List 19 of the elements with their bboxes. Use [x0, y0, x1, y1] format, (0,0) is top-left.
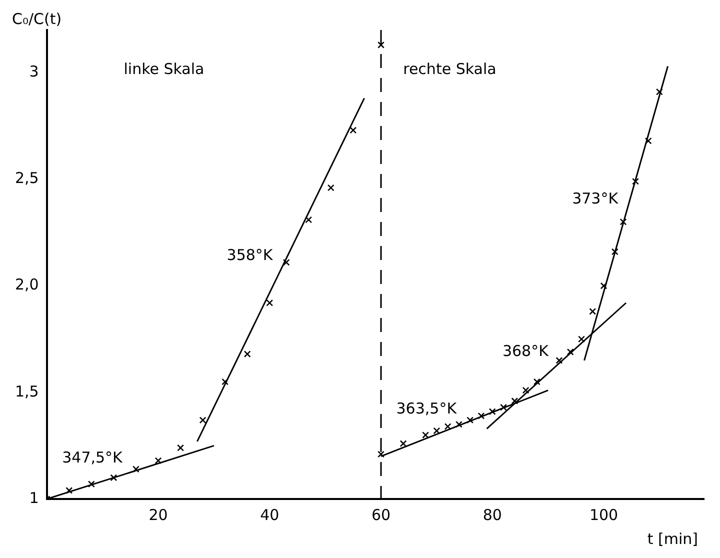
- y-tick-label: 1: [29, 488, 39, 507]
- series-label: 358°K: [226, 246, 274, 264]
- x-tick-label: 40: [260, 506, 280, 524]
- series-label: 373°K: [572, 190, 620, 208]
- y-tick-label: 3: [29, 62, 39, 81]
- series-label: 368°K: [502, 342, 550, 360]
- annotation: linke Skala: [124, 60, 204, 78]
- series-label: 363,5°K: [396, 400, 458, 418]
- x-axis-title: t [min]: [647, 530, 698, 548]
- series-label: 347,5°K: [62, 448, 124, 467]
- x-tick-label: 80: [482, 506, 502, 524]
- y-axis-title: C₀/C(t): [12, 10, 62, 28]
- x-tick-label: 100: [589, 506, 618, 524]
- y-tick-label: 2,5: [14, 169, 39, 188]
- annotation: rechte Skala: [403, 60, 496, 78]
- x-tick-label: 60: [371, 506, 391, 524]
- y-tick-label: 2,0: [14, 276, 39, 294]
- x-tick-label: 20: [148, 506, 168, 524]
- y-tick-label: 1,5: [14, 382, 39, 400]
